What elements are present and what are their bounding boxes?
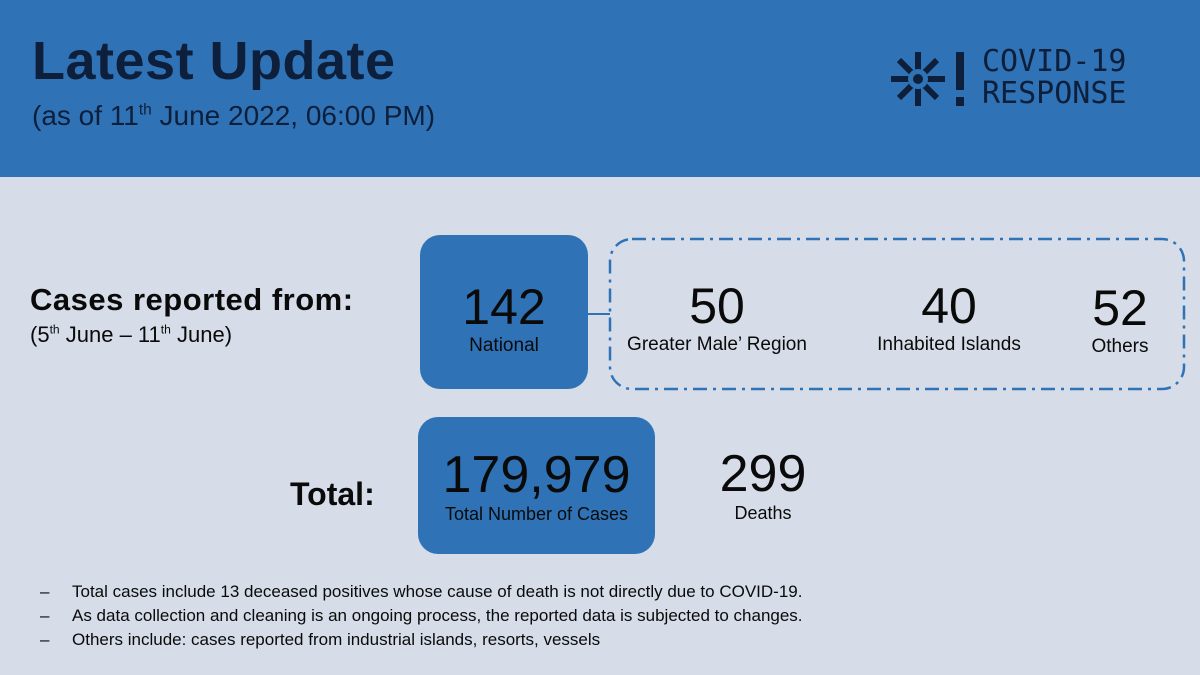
header-banner: Latest Update (as of 11th June 2022, 06:…: [0, 0, 1200, 177]
period-start-ordinal: th: [49, 322, 60, 337]
breakdown-frame: [608, 237, 1186, 391]
snowflake-alert-icon: [891, 52, 964, 106]
footnotes-list: – Total cases include 13 deceased positiv…: [40, 580, 803, 652]
inhabited-islands-label: Inhabited Islands: [877, 334, 1021, 355]
timestamp-suffix: June 2022, 06:00 PM): [151, 100, 436, 131]
others-value: 52: [1092, 280, 1148, 336]
footnote-item: – Others include: cases reported from ind…: [40, 628, 803, 652]
period-end-ordinal: th: [160, 322, 171, 337]
page-title: Latest Update: [32, 31, 396, 91]
footnote-bullet: –: [40, 630, 50, 649]
period-start: (5: [30, 322, 50, 347]
timestamp-ordinal: th: [138, 101, 152, 119]
period-end: June): [170, 322, 233, 347]
cases-reported-label: Cases reported from:: [30, 282, 354, 317]
footnote-item: – Total cases include 13 deceased positiv…: [40, 580, 803, 604]
total-cases-label: Total Number of Cases: [444, 504, 629, 524]
footnote-item: – As data collection and cleaning is an o…: [40, 604, 803, 628]
connector-line: [588, 313, 610, 315]
logo-wordmark: COVID-19 RESPONSE: [982, 46, 1127, 110]
footnote-text: Others include: cases reported from indu…: [72, 630, 601, 649]
others-label: Others: [1091, 336, 1149, 357]
greater-male-region-label: Greater Male’ Region: [627, 334, 807, 355]
footnote-text: Total cases include 13 deceased positive…: [72, 582, 803, 601]
inhabited-islands-stat: 40 Inhabited Islands: [862, 278, 1036, 356]
reporting-period: (5th June – 11th June): [30, 322, 232, 348]
inhabited-islands-value: 40: [921, 278, 977, 334]
national-cases-label: National: [469, 335, 539, 356]
footnote-text: As data collection and cleaning is an on…: [72, 606, 803, 625]
logo-line-2: RESPONSE: [982, 76, 1127, 111]
others-stat: 52 Others: [1078, 280, 1162, 358]
period-middle: June – 11: [59, 322, 161, 347]
deaths-value: 299: [719, 445, 807, 503]
logo-line-1: COVID-19: [982, 44, 1127, 79]
national-cases-box: 142 National: [420, 235, 588, 389]
total-cases-box: 179,979 Total Number of Cases: [418, 417, 655, 554]
covid-response-logo: COVID-19 RESPONSE: [888, 44, 1158, 114]
national-cases-value: 142: [462, 279, 546, 335]
footnote-bullet: –: [40, 606, 50, 625]
greater-male-region-stat: 50 Greater Male’ Region: [610, 278, 824, 356]
deaths-label: Deaths: [734, 503, 792, 523]
deaths-stat: 299 Deaths: [700, 446, 826, 524]
footnote-bullet: –: [40, 582, 50, 601]
greater-male-region-value: 50: [689, 278, 745, 334]
total-label: Total:: [290, 476, 375, 512]
update-timestamp: (as of 11th June 2022, 06:00 PM): [32, 100, 435, 132]
timestamp-prefix: (as of 11: [32, 100, 139, 131]
total-cases-value: 179,979: [442, 446, 631, 504]
